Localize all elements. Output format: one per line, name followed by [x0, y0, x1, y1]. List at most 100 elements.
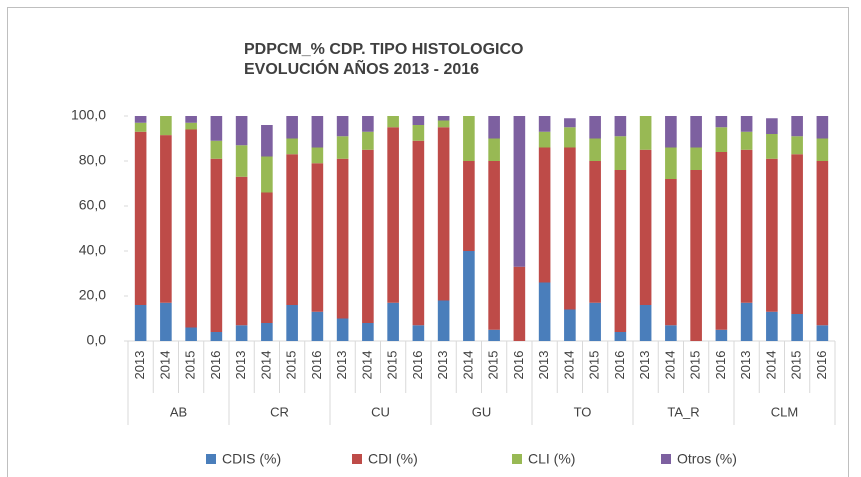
legend-swatch	[352, 454, 362, 464]
x-tick-label: 2016	[511, 351, 526, 380]
bar-segment	[437, 120, 450, 128]
bar-segment	[412, 125, 425, 141]
bar-segment	[564, 127, 576, 148]
bar-segment	[286, 138, 298, 155]
x-tick-label: 2013	[435, 351, 450, 380]
bar-segment	[639, 116, 652, 150]
bar-segment	[185, 116, 197, 123]
bar-segment	[488, 161, 500, 330]
x-tick-label: 2015	[587, 351, 602, 380]
bar-segment	[614, 332, 627, 341]
y-tick-label: 0,0	[87, 332, 107, 348]
bar-segment	[463, 161, 475, 251]
bar-segment	[564, 118, 576, 128]
bar-segment	[463, 116, 475, 161]
x-tick-label: 2016	[208, 351, 223, 380]
bar-segment	[261, 156, 273, 193]
bar-segment	[513, 266, 526, 341]
bar-segment	[816, 161, 829, 326]
y-tick-label: 40,0	[79, 242, 106, 258]
bar-segment	[665, 147, 677, 179]
bar-segment	[564, 309, 576, 341]
bar-segment	[766, 311, 778, 341]
bar-segment	[538, 131, 551, 148]
bar-segment	[134, 305, 147, 341]
bar-segment	[210, 158, 223, 332]
bar-segment	[816, 116, 829, 139]
bar-segment	[715, 127, 728, 152]
bar-segment	[261, 323, 273, 341]
bar-segment	[286, 116, 298, 139]
bar-segment	[639, 149, 652, 305]
bar-segment	[387, 116, 399, 128]
bar-segment	[538, 147, 551, 283]
bar-segment	[286, 154, 298, 305]
bar-segment	[412, 140, 425, 326]
bar-segment	[362, 116, 374, 132]
bar-segment	[235, 145, 248, 177]
bar-segment	[286, 305, 298, 341]
bar-segment	[564, 147, 576, 310]
x-tick-label: 2016	[612, 351, 627, 380]
x-tick-label: 2013	[637, 351, 652, 380]
bar-segment	[311, 163, 324, 312]
bar-segment	[235, 325, 248, 341]
bar-segment	[791, 154, 803, 314]
x-tick-label: 2015	[789, 351, 804, 380]
bar-segment	[261, 192, 273, 323]
bar-segment	[639, 305, 652, 341]
bar-segment	[665, 179, 677, 326]
bar-segment	[463, 251, 475, 341]
x-tick-label: 2014	[763, 351, 778, 380]
bar-segment	[437, 127, 450, 301]
bar-segment	[665, 325, 677, 341]
bar-segment	[690, 116, 702, 148]
bar-segment	[766, 134, 778, 159]
bar-segment	[235, 176, 248, 326]
bar-segment	[589, 161, 601, 303]
chart-title: PDPCM_% CDP. TIPO HISTOLOGICO	[244, 41, 523, 58]
x-tick-label: 2015	[183, 351, 198, 380]
bar-segment	[538, 116, 551, 132]
bar-segment	[589, 302, 601, 341]
bar-segment	[210, 116, 223, 141]
legend-label: CDI (%)	[368, 451, 418, 467]
bar-segment	[740, 131, 753, 150]
bar-segment	[614, 170, 627, 332]
group-label: GU	[472, 404, 492, 419]
bar-segment	[766, 118, 778, 134]
bar-segment	[387, 302, 399, 341]
bar-segment	[690, 147, 702, 170]
group-label: AB	[170, 404, 187, 419]
bar-segment	[210, 332, 223, 341]
bar-segment	[740, 116, 753, 132]
x-tick-label: 2014	[561, 351, 576, 380]
chart-title: EVOLUCIÓN AÑOS 2013 - 2016	[244, 58, 479, 78]
bar-segment	[816, 325, 829, 341]
bar-segment	[715, 329, 728, 341]
bar-segment	[362, 323, 374, 341]
x-tick-label: 2014	[157, 351, 172, 380]
y-tick-label: 100,0	[71, 107, 106, 123]
bar-segment	[185, 122, 197, 130]
x-tick-label: 2015	[688, 351, 703, 380]
bar-segment	[210, 140, 223, 159]
bar-segment	[336, 116, 349, 137]
legend-label: CLI (%)	[528, 451, 575, 467]
bar-segment	[766, 158, 778, 312]
group-label: CLM	[771, 404, 798, 419]
bar-segment	[614, 136, 627, 170]
bar-segment	[185, 129, 197, 328]
group-label: CU	[371, 404, 390, 419]
bar-segment	[791, 314, 803, 341]
x-tick-label: 2016	[713, 351, 728, 380]
bar-segment	[362, 149, 374, 323]
y-tick-label: 20,0	[79, 287, 106, 303]
bar-segment	[538, 282, 551, 341]
bar-segment	[311, 147, 324, 164]
bar-segment	[336, 158, 349, 319]
bar-segment	[235, 116, 248, 146]
bar-segment	[134, 116, 147, 123]
